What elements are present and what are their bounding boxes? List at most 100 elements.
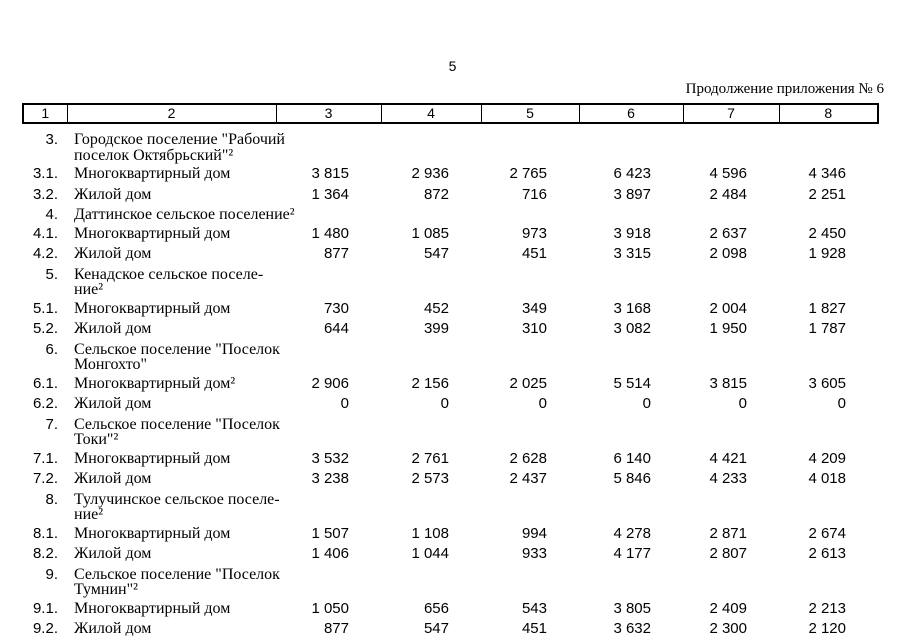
row-value: 3 082 bbox=[613, 320, 651, 337]
row-value: 2 251 bbox=[808, 185, 846, 203]
row-value: 3 605 bbox=[808, 374, 846, 392]
appendix-table: 1 2 3 4 5 6 7 8 3. Городское поселение "… bbox=[22, 103, 879, 640]
row-number: 8.1. bbox=[32, 524, 58, 542]
row-value: 2 674 bbox=[808, 524, 846, 542]
row-value: 2 573 bbox=[411, 470, 449, 487]
row-label: Жилой дом bbox=[74, 620, 152, 637]
row-value bbox=[779, 490, 878, 524]
column-number-cell: 5 bbox=[480, 103, 580, 124]
row-value bbox=[579, 265, 683, 299]
table-row: 3. Городское поселение "Рабочий поселок … bbox=[23, 130, 878, 164]
row-label: Сельское поселение "Поселок Токи"² bbox=[74, 415, 280, 448]
row-value: 1 928 bbox=[808, 245, 846, 262]
row-value: 547 bbox=[423, 620, 449, 637]
row-number: 8. bbox=[45, 490, 58, 508]
row-number: 7. bbox=[45, 415, 58, 433]
table-row: 4.2. Жилой дом 877 547 451 3 315 2 098 1… bbox=[23, 244, 878, 265]
row-value: 1 406 bbox=[311, 545, 349, 562]
row-value bbox=[779, 265, 878, 299]
row-value: 3 918 bbox=[613, 224, 651, 242]
row-value bbox=[779, 205, 878, 224]
row-value bbox=[683, 415, 779, 449]
row-value bbox=[579, 340, 683, 374]
row-value bbox=[381, 130, 481, 164]
row-value: 2 906 bbox=[311, 374, 349, 392]
row-value: 452 bbox=[423, 299, 449, 317]
row-value: 0 bbox=[738, 395, 747, 412]
row-value: 5 846 bbox=[613, 470, 651, 487]
row-value: 3 168 bbox=[613, 299, 651, 317]
table-row: 5. Кенадское сельское поселе- ние² bbox=[23, 265, 878, 299]
row-value bbox=[276, 565, 381, 599]
column-number-cell: 8 bbox=[778, 103, 879, 124]
row-value: 994 bbox=[521, 524, 547, 542]
row-value: 547 bbox=[423, 245, 449, 262]
row-value: 0 bbox=[642, 395, 651, 412]
row-value: 2 613 bbox=[808, 545, 846, 562]
row-label: Жилой дом bbox=[74, 245, 152, 262]
row-value: 4 278 bbox=[613, 524, 651, 542]
row-value: 0 bbox=[340, 395, 349, 412]
row-value bbox=[779, 340, 878, 374]
row-value: 3 632 bbox=[613, 620, 651, 637]
row-value: 2 300 bbox=[709, 620, 747, 637]
row-value: 4 596 bbox=[709, 165, 747, 182]
row-value bbox=[381, 340, 481, 374]
header-row: 1 2 3 4 5 6 7 8 bbox=[22, 103, 879, 124]
column-number-cell: 7 bbox=[682, 103, 780, 124]
row-value bbox=[579, 205, 683, 224]
row-value: 2 437 bbox=[509, 470, 547, 487]
row-number: 8.2. bbox=[32, 545, 58, 562]
table-row: 8. Тулучинское сельское поселе- ние² bbox=[23, 490, 878, 524]
row-value bbox=[579, 565, 683, 599]
row-value bbox=[579, 415, 683, 449]
row-label: Жилой дом bbox=[74, 470, 152, 487]
row-value: 1 050 bbox=[311, 599, 349, 617]
row-label: Кенадское сельское поселе- ние² bbox=[74, 265, 264, 298]
table-row: 6.1. Многоквартирный дом² 2 906 2 156 2 … bbox=[23, 374, 878, 395]
row-label: Жилой дом bbox=[74, 545, 152, 562]
column-number-cell: 3 bbox=[275, 103, 382, 124]
row-value: 2 156 bbox=[411, 374, 449, 392]
row-value bbox=[683, 205, 779, 224]
row-number: 9. bbox=[45, 565, 58, 583]
row-value bbox=[276, 415, 381, 449]
row-value: 5 514 bbox=[613, 374, 651, 392]
row-value: 3 897 bbox=[613, 185, 651, 203]
row-value bbox=[579, 490, 683, 524]
row-value: 0 bbox=[440, 395, 449, 412]
table-row: 3.1. Многоквартирный дом 3 815 2 936 2 7… bbox=[23, 164, 878, 185]
row-number: 5.2. bbox=[32, 320, 58, 337]
table-row: 5.2. Жилой дом 644 399 310 3 082 1 950 1… bbox=[23, 319, 878, 340]
row-number: 7.2. bbox=[32, 470, 58, 487]
row-value: 933 bbox=[521, 545, 547, 562]
row-number: 3.2. bbox=[32, 185, 58, 203]
row-label: Жилой дом bbox=[74, 320, 152, 337]
row-value: 1 787 bbox=[808, 320, 846, 337]
row-value bbox=[381, 565, 481, 599]
row-value bbox=[381, 205, 481, 224]
row-value: 4 177 bbox=[613, 545, 651, 562]
row-value: 4 421 bbox=[709, 449, 747, 467]
row-value: 3 532 bbox=[311, 449, 349, 467]
row-number: 7.1. bbox=[32, 449, 58, 467]
column-number-cell: 1 bbox=[22, 103, 68, 124]
row-value: 2 807 bbox=[709, 545, 747, 562]
row-value: 451 bbox=[521, 620, 547, 637]
row-value bbox=[381, 265, 481, 299]
row-value: 4 346 bbox=[808, 165, 846, 182]
row-value: 451 bbox=[521, 245, 547, 262]
table-row: 5.1. Многоквартирный дом 730 452 349 3 1… bbox=[23, 299, 878, 320]
row-value: 2 628 bbox=[509, 449, 547, 467]
row-value: 877 bbox=[323, 620, 349, 637]
row-value: 730 bbox=[323, 299, 349, 317]
row-value: 2 098 bbox=[709, 245, 747, 262]
row-value bbox=[276, 490, 381, 524]
row-value bbox=[481, 415, 579, 449]
table-row: 7.1. Многоквартирный дом 3 532 2 761 2 6… bbox=[23, 449, 878, 470]
row-value bbox=[683, 340, 779, 374]
row-value bbox=[481, 340, 579, 374]
row-value: 1 827 bbox=[808, 299, 846, 317]
row-number: 4.1. bbox=[32, 224, 58, 242]
